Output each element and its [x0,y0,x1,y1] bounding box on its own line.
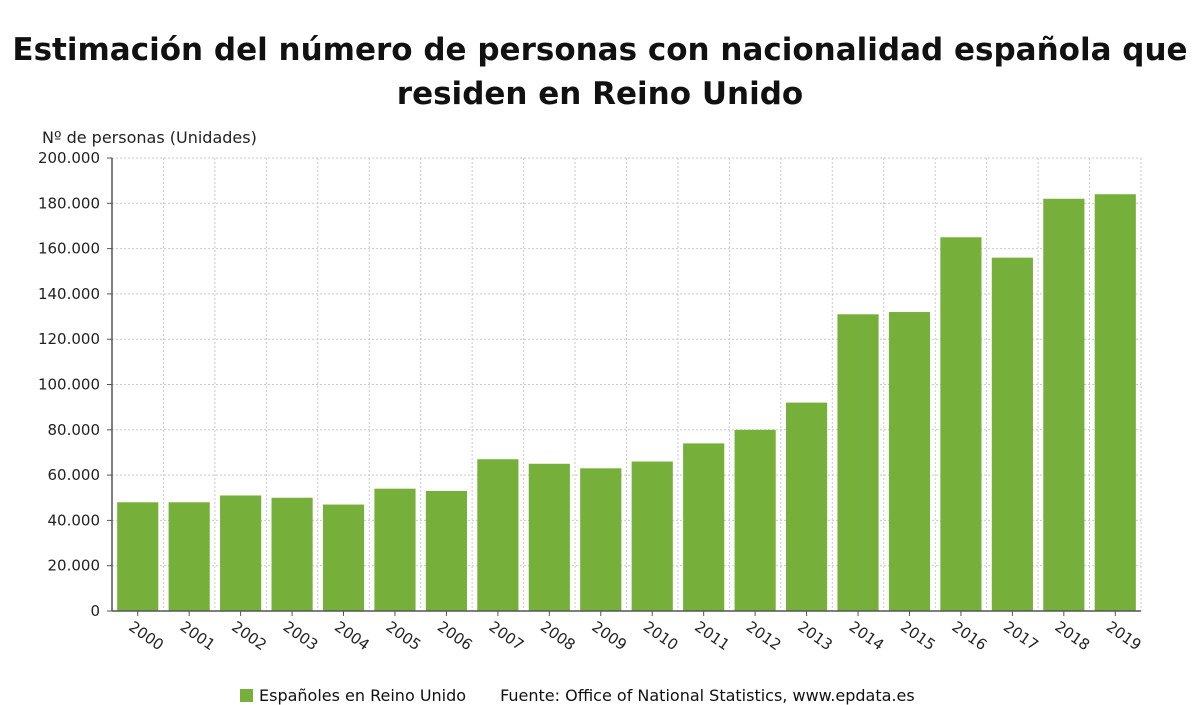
bar-2003 [271,497,313,611]
x-tick-label: 2004 [331,618,373,655]
y-tick-label: 100.000 [38,376,100,394]
bar-2001 [168,502,210,611]
x-tick-label: 2015 [897,618,939,655]
y-tick-label: 80.000 [48,421,101,439]
bar-2015 [888,312,931,611]
x-tick-label: 2001 [177,618,219,655]
y-tick-label: 160.000 [38,240,100,258]
x-tick-label: 2009 [588,618,630,655]
x-tick-label: 2008 [537,618,579,655]
y-tick-label: 40.000 [48,511,101,529]
y-tick-label: 20.000 [48,557,101,575]
bar-2000 [117,502,159,611]
bar-2008 [528,463,570,611]
bar-2012 [734,429,776,611]
source-note: Fuente: Office of National Statistics, w… [500,686,915,705]
bar-2010 [631,461,673,611]
y-tick-label: 140.000 [38,285,100,303]
bars [117,194,1136,612]
bar-2014 [837,314,879,611]
bar-2011 [683,443,725,611]
y-tick-label: 60.000 [48,466,101,484]
bar-2007 [477,459,519,611]
bar-2017 [991,257,1033,611]
x-tick-label: 2003 [280,618,322,655]
bar-2016 [940,237,982,611]
grid-lines [112,157,1142,611]
bar-2006 [425,490,468,611]
x-tick-label: 2007 [486,618,528,655]
x-tick-label: 2006 [434,618,476,655]
legend-swatch [240,689,253,702]
x-tick-label: 2012 [743,618,785,655]
y-tick-label: 120.000 [38,330,100,348]
bar-2013 [785,402,828,611]
x-tick-label: 2002 [228,618,270,655]
bar-2002 [220,495,262,611]
y-axis-ticks: 0 20.000 40.000 60.000 80.000 100.000 120.000 1… [38,149,112,620]
x-tick-label: 2014 [846,618,888,655]
x-tick-label: 2017 [1000,618,1042,655]
y-tick-label: 180.000 [38,194,100,212]
x-tick-label: 2011 [691,618,733,655]
y-axis-label: Nº de personas (Unidades) [42,128,257,147]
y-tick-label: 0 [90,602,100,620]
legend: Españoles en Reino Unido Fuente: Office o… [240,686,915,705]
x-tick-label: 2013 [794,618,836,655]
chart-title: Estimación del número de personas con na… [12,32,1188,112]
legend-series-name: Españoles en Reino Unido [259,686,467,705]
bar-2009 [580,468,622,611]
x-tick-label: 2000 [125,618,167,655]
bar-2018 [1043,198,1085,611]
x-axis-ticks: 2000 2001 2002 2003 2004 2005 2006 2007 2008 2009… [125,611,1145,655]
bar-2005 [374,488,416,611]
x-tick-label: 2005 [383,618,425,655]
x-tick-label: 2010 [640,618,682,655]
bar-2019 [1094,194,1136,612]
x-tick-label: 2018 [1052,618,1094,655]
x-tick-label: 2019 [1103,618,1145,655]
x-tick-label: 2016 [949,618,991,655]
bar-2004 [322,504,365,611]
y-tick-label: 200.000 [38,149,100,167]
